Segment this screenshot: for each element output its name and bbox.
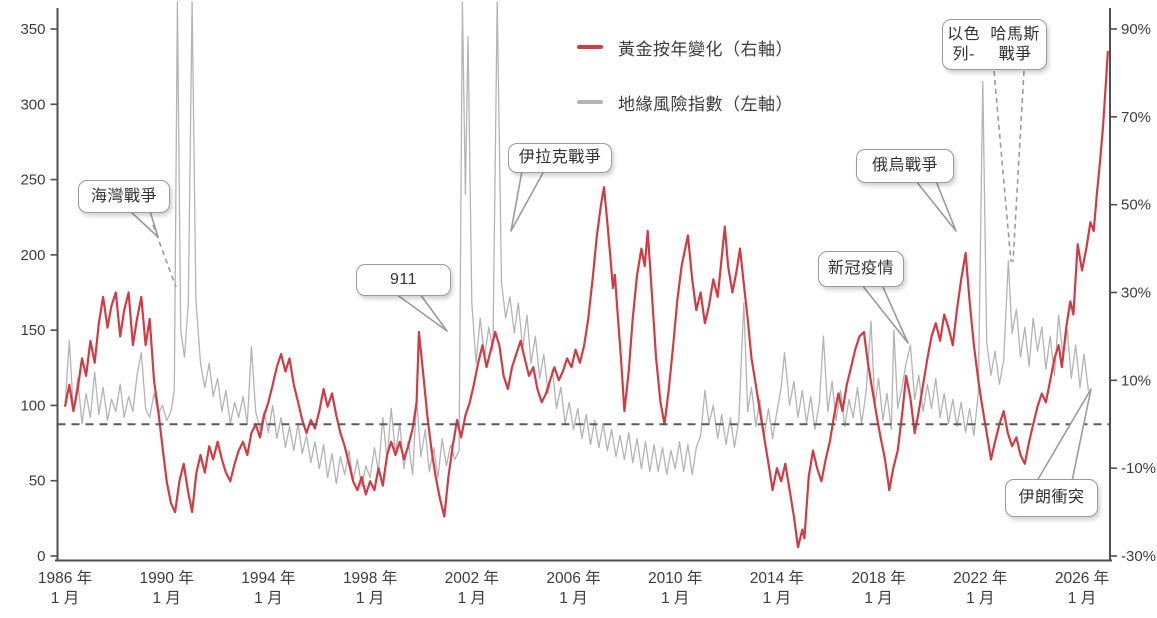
- callout-pointer-triangle: [510, 170, 545, 232]
- x-axis-tick-month: 1 月: [356, 590, 384, 607]
- x-axis-tick-year: 2022 年: [953, 569, 1007, 587]
- callout-pointer-dashed: [1012, 70, 1025, 263]
- x-axis-tick-year: 2014 年: [750, 569, 804, 587]
- x-axis-tick-month: 1 月: [152, 590, 180, 607]
- x-axis-tick-year: 1994 年: [241, 569, 295, 587]
- left-axis-tick-label: 300: [20, 96, 45, 113]
- right-axis-tick-label: 70%: [1121, 109, 1151, 126]
- x-axis-tick-month: 1 月: [559, 590, 587, 607]
- right-axis-tick-label: -10%: [1121, 460, 1156, 477]
- x-axis-tick-month: 1 月: [864, 590, 892, 607]
- x-axis-tick-month: 1 月: [763, 590, 791, 607]
- x-axis-tick-month: 1 月: [51, 590, 79, 607]
- callout-pointer-dashed: [993, 70, 1012, 263]
- left-axis-tick-label: 100: [20, 397, 45, 414]
- x-axis-tick-year: 1986 年: [38, 569, 92, 587]
- left-axis-tick-label: 50: [29, 473, 46, 490]
- right-axis-tick-label: -30%: [1121, 548, 1156, 565]
- right-axis-tick-label: 10%: [1121, 372, 1151, 389]
- x-axis-tick-year: 2002 年: [445, 569, 499, 587]
- x-axis-tick-year: 1998 年: [343, 569, 397, 587]
- gold-line-swatch-icon: [577, 45, 603, 49]
- right-axis-tick-label: 90%: [1121, 21, 1151, 38]
- left-axis-tick-label: 0: [37, 548, 45, 565]
- legend-item-gpr: 地緣風險指數（左軸）: [577, 91, 793, 114]
- right-axis-tick-label: 30%: [1121, 285, 1151, 302]
- annotation-callout: 伊拉克戰爭: [508, 143, 612, 173]
- x-axis-tick-month: 1 月: [1068, 590, 1096, 607]
- annotation-callout: 新冠疫情: [818, 251, 904, 287]
- x-axis-tick-year: 2010 年: [648, 569, 702, 587]
- callout-pointer-triangle: [129, 210, 159, 238]
- x-axis-tick-month: 1 月: [458, 590, 486, 607]
- x-axis-tick-month: 1 月: [966, 590, 994, 607]
- annotation-callout: 911: [356, 264, 451, 296]
- x-axis-tick-year: 1990 年: [140, 569, 194, 587]
- gold-line: [63, 50, 1109, 549]
- x-axis-tick-year: 2006 年: [546, 569, 600, 587]
- gpr-line: [64, 1, 1090, 488]
- annotation-callout: 俄烏戰爭: [856, 149, 954, 183]
- left-axis-tick-label: 250: [20, 172, 45, 189]
- gpr-line-swatch-icon: [577, 100, 603, 104]
- x-axis-tick-month: 1 月: [254, 590, 282, 607]
- legend-item-gold: 黃金按年變化（右軸）: [577, 36, 793, 59]
- left-axis-tick-label: 150: [20, 322, 45, 339]
- callout-pointer-triangle: [861, 284, 909, 344]
- legend-label-gpr: 地緣風險指數（左軸）: [618, 94, 793, 114]
- legend-label-gold: 黃金按年變化（右軸）: [618, 39, 793, 59]
- right-axis-tick-label: 50%: [1121, 197, 1151, 214]
- chart-legend: 黃金按年變化（右軸） 地緣風險指數（左軸）: [577, 36, 793, 146]
- annotation-callout: 以色列- 哈馬斯戰爭: [942, 19, 1047, 70]
- annotation-callout: 海灣戰爭: [78, 180, 170, 213]
- left-axis-tick-label: 350: [20, 21, 45, 38]
- left-axis-tick-label: 200: [20, 247, 45, 264]
- annotation-callout: 伊朗衝突: [1005, 479, 1098, 517]
- callout-pointer-triangle: [915, 180, 957, 232]
- x-axis-tick-month: 1 月: [661, 590, 689, 607]
- callout-pointer-triangle: [395, 293, 448, 332]
- callout-pointer-dashed: [152, 224, 177, 288]
- x-axis-tick-year: 2026 年: [1055, 569, 1109, 587]
- x-axis-tick-year: 2018 年: [851, 569, 905, 587]
